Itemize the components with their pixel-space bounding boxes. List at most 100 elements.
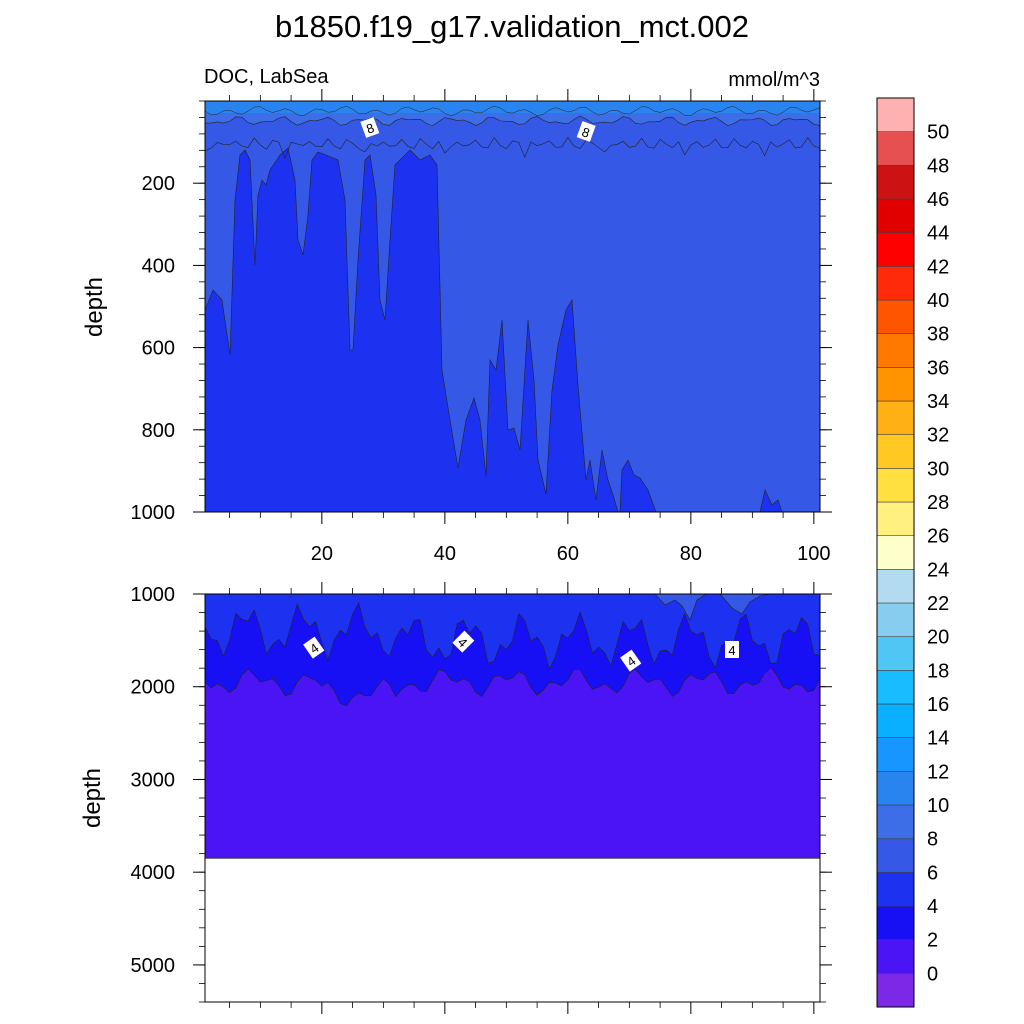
- colorbar-label: 24: [927, 559, 949, 581]
- colorbar-label: 40: [927, 290, 949, 312]
- contour-label: 4: [452, 630, 475, 653]
- band-10-12-top: [205, 101, 820, 116]
- colorbar-swatch: [876, 872, 915, 907]
- contour-6: [205, 136, 820, 160]
- colorbar-label: 6: [927, 862, 938, 884]
- contour-label: 8: [360, 117, 380, 138]
- y-tick-label: 5000: [131, 955, 176, 977]
- svg-text:8: 8: [364, 120, 376, 137]
- colorbar-swatch: [876, 299, 915, 334]
- y-tick-label: 400: [142, 255, 175, 277]
- colorbar-swatch: [876, 670, 915, 705]
- svg-text:4: 4: [728, 643, 735, 658]
- colorbar-label: 10: [927, 795, 949, 817]
- colorbar-swatch: [876, 165, 915, 200]
- colorbar-label: 14: [927, 728, 949, 750]
- band-4-6-patch: [759, 489, 783, 512]
- colorbar-label: 28: [927, 492, 949, 514]
- colorbar-frame: [876, 97, 915, 1008]
- band-4-6: [205, 147, 619, 512]
- x-tick-label: 80: [680, 543, 702, 565]
- colorbar-swatch: [876, 602, 915, 637]
- colorbar-label: 22: [927, 593, 949, 615]
- colorbar-label: 50: [927, 122, 949, 144]
- colorbar-swatch: [876, 131, 915, 166]
- colorbar-swatch: [876, 232, 915, 267]
- missing-data-area: [205, 858, 820, 1002]
- colorbar-swatch: [876, 97, 915, 132]
- x-tick-label: 60: [557, 543, 579, 565]
- colorbar-swatch: [876, 939, 915, 974]
- colorbar-swatch: [876, 198, 915, 233]
- colorbar-swatch: [876, 434, 915, 469]
- contour-label: 8: [576, 121, 596, 142]
- contour-label: 4: [620, 649, 642, 672]
- lower-contour-fill: [205, 594, 820, 1002]
- colorbar-label: 26: [927, 526, 949, 548]
- contour-10: [205, 105, 820, 117]
- colorbar-swatch: [876, 501, 915, 536]
- colorbar-label: 16: [927, 694, 949, 716]
- colorbar-label: 42: [927, 256, 949, 278]
- colorbar-swatch: [876, 703, 915, 738]
- colorbar-swatch: [876, 838, 915, 873]
- x-tick-label: 40: [434, 543, 456, 565]
- band-6-8-patch: [654, 594, 707, 621]
- colorbar-swatch: [876, 266, 915, 301]
- colorbar-label: 44: [927, 223, 949, 245]
- colorbar-swatch: [876, 771, 915, 806]
- colorbar-swatch: [876, 905, 915, 940]
- colorbar: 0246810121416182022242628303234363840424…: [876, 97, 949, 1008]
- colorbar-swatch: [876, 569, 915, 604]
- y-tick-label: 200: [142, 173, 175, 195]
- units-label: mmol/m^3: [728, 69, 820, 91]
- colorbar-label: 0: [927, 963, 938, 985]
- colorbar-label: 12: [927, 761, 949, 783]
- lower-y-axis-label: depth: [79, 768, 106, 828]
- y-tick-label: 2000: [131, 677, 176, 699]
- colorbar-label: 48: [927, 155, 949, 177]
- colorbar-label: 20: [927, 627, 949, 649]
- colorbar-label: 34: [927, 391, 949, 413]
- colorbar-label: 30: [927, 458, 949, 480]
- contour-2: [205, 667, 820, 707]
- upper-panel-frame: [204, 100, 821, 513]
- x-tick-label: 100: [797, 543, 830, 565]
- contour-label: 4: [725, 641, 739, 658]
- lower-contour-labels: 4 4 4 4: [303, 630, 739, 672]
- colorbar-label: 38: [927, 324, 949, 346]
- y-tick-label: 1000: [131, 584, 176, 606]
- figure-title: b1850.f19_g17.validation_mct.002: [275, 9, 749, 44]
- colorbar-swatch: [876, 535, 915, 570]
- y-tick-label: 3000: [131, 769, 176, 791]
- colorbar-swatch: [876, 737, 915, 772]
- colorbar-swatch: [876, 400, 915, 435]
- band-6-8-patch: [719, 594, 771, 615]
- svg-text:8: 8: [580, 124, 592, 141]
- colorbar-swatch: [876, 468, 915, 503]
- colorbar-label: 32: [927, 425, 949, 447]
- colorbar-swatch: [876, 804, 915, 839]
- band-4-6-patch: [619, 459, 657, 512]
- colorbar-swatch: [876, 636, 915, 671]
- y-tick-label: 4000: [131, 862, 176, 884]
- upper-axes: 200 400 600 800 1000 20 40 60 80 100: [131, 89, 832, 565]
- lower-panel: 1000 2000 3000 4000 5000 4 4 4 4 depth: [79, 582, 832, 1014]
- colorbar-label: 8: [927, 829, 938, 851]
- colorbar-label: 4: [927, 896, 938, 918]
- contour-4: [205, 601, 820, 670]
- colorbar-label: 18: [927, 660, 949, 682]
- upper-y-axis-label: depth: [81, 277, 108, 337]
- upper-contour-fill: [205, 101, 820, 512]
- x-tick-label: 20: [311, 543, 333, 565]
- colorbar-swatch: [876, 367, 915, 402]
- band-4-6: [205, 594, 820, 670]
- lower-axes: 1000 2000 3000 4000 5000: [131, 582, 832, 1014]
- colorbar-swatch: [876, 333, 915, 368]
- y-tick-label: 600: [142, 338, 175, 360]
- left-subtitle: DOC, LabSea: [204, 66, 329, 88]
- colorbar-label: 46: [927, 189, 949, 211]
